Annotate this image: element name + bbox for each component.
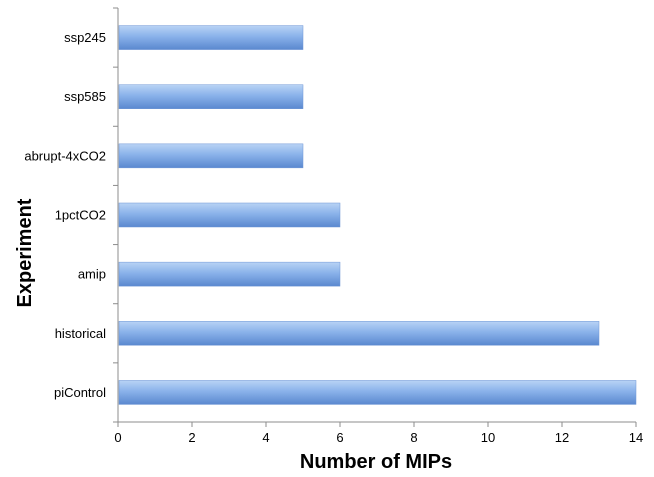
bar-historical (118, 321, 600, 346)
category-label: ssp245 (64, 30, 106, 45)
bars-layer (118, 25, 637, 405)
x-tick-label: 6 (336, 430, 343, 445)
bar-ssp245 (118, 25, 304, 50)
category-label: piControl (54, 385, 106, 400)
category-label: amip (78, 267, 106, 282)
x-tick-label: 14 (629, 430, 643, 445)
x-tick-label: 4 (262, 430, 269, 445)
category-label: 1pctCO2 (55, 208, 106, 223)
category-label: ssp585 (64, 89, 106, 104)
x-axis-title: Number of MIPs (300, 451, 452, 472)
y-axis-title: Experiment (14, 198, 36, 307)
x-tick-label: 10 (481, 430, 495, 445)
bar-1pctCO2 (118, 202, 341, 228)
bar-amip (118, 261, 341, 287)
x-tick-label: 12 (555, 430, 569, 445)
x-tick-label: 0 (114, 430, 121, 445)
category-label: historical (55, 326, 106, 341)
category-label: abrupt-4xCO2 (24, 148, 106, 163)
bar-abrupt-4xCO2 (118, 143, 304, 169)
axes-layer (113, 7, 637, 427)
x-tick-label: 2 (188, 430, 195, 445)
bar-ssp585 (118, 84, 304, 109)
labels-layer: ssp245 ssp585 abrupt-4xCO2 1pctCO2 amip histo… (24, 30, 643, 445)
x-tick-label: 8 (410, 430, 417, 445)
bar-piControl (118, 380, 637, 405)
